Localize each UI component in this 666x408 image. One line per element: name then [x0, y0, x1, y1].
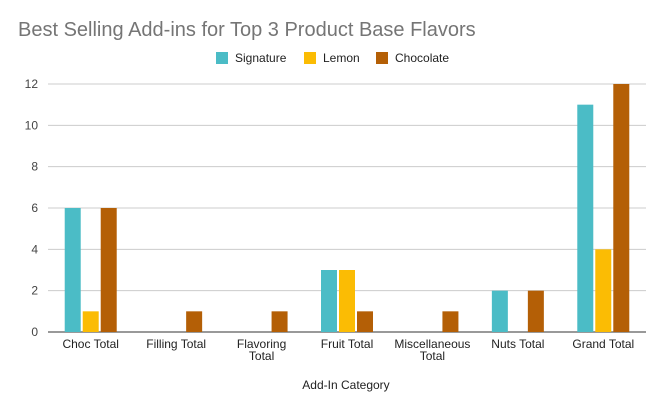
- y-tick-label: 4: [31, 242, 38, 256]
- legend[interactable]: Signature Lemon Chocolate: [216, 51, 449, 65]
- bar-chocolate-6: [613, 84, 630, 332]
- legend-swatch-lemon: [304, 52, 316, 64]
- x-tick-label: Total: [420, 349, 445, 363]
- x-tick-label: Total: [249, 349, 274, 363]
- x-tick-label: Miscellaneous: [394, 337, 470, 351]
- y-tick-label: 10: [25, 118, 39, 132]
- bar-lemon-0: [82, 311, 99, 332]
- bar-lemon-3: [339, 270, 355, 332]
- legend-swatch-signature: [216, 52, 228, 64]
- x-tick-label: Filling Total: [146, 337, 206, 351]
- bar-chocolate-5: [527, 290, 544, 332]
- x-axis: Choc Total Filling Total FlavoringTotalFru…: [62, 337, 634, 363]
- x-tick-label: Fruit Total: [321, 337, 373, 351]
- bar-chocolate-2: [271, 311, 288, 332]
- legend-label-chocolate[interactable]: Chocolate: [395, 51, 449, 65]
- x-tick-label: Flavoring: [237, 337, 286, 351]
- y-tick-label: 0: [31, 325, 38, 339]
- x-tick-label: Nuts Total: [491, 337, 544, 351]
- y-tick-label: 2: [31, 284, 38, 298]
- x-tick-label: Grand Total: [572, 337, 634, 351]
- legend-label-signature[interactable]: Signature: [235, 51, 287, 65]
- bars: [64, 84, 630, 333]
- bar-chocolate-3: [357, 311, 373, 332]
- bar-chocolate-1: [186, 311, 203, 332]
- bar-chocolate-0: [100, 208, 117, 332]
- y-tick-label: 12: [25, 77, 39, 91]
- bar-signature-3: [321, 270, 337, 332]
- bar-lemon-6: [595, 249, 612, 332]
- y-tick-label: 8: [31, 160, 38, 174]
- y-axis: 0 2 4 6 8 10 12: [25, 77, 39, 339]
- bar-signature-0: [64, 208, 81, 332]
- x-axis-label: Add-In Category: [302, 378, 389, 392]
- bar-signature-6: [577, 104, 594, 333]
- bar-signature-5: [491, 290, 508, 332]
- legend-swatch-chocolate: [376, 52, 388, 64]
- bar-chocolate-4: [442, 311, 459, 332]
- x-tick-label: Choc Total: [62, 337, 118, 351]
- y-tick-label: 6: [31, 201, 38, 215]
- chart-title: Best Selling Add-ins for Top 3 Product B…: [18, 19, 476, 41]
- legend-label-lemon[interactable]: Lemon: [323, 51, 360, 65]
